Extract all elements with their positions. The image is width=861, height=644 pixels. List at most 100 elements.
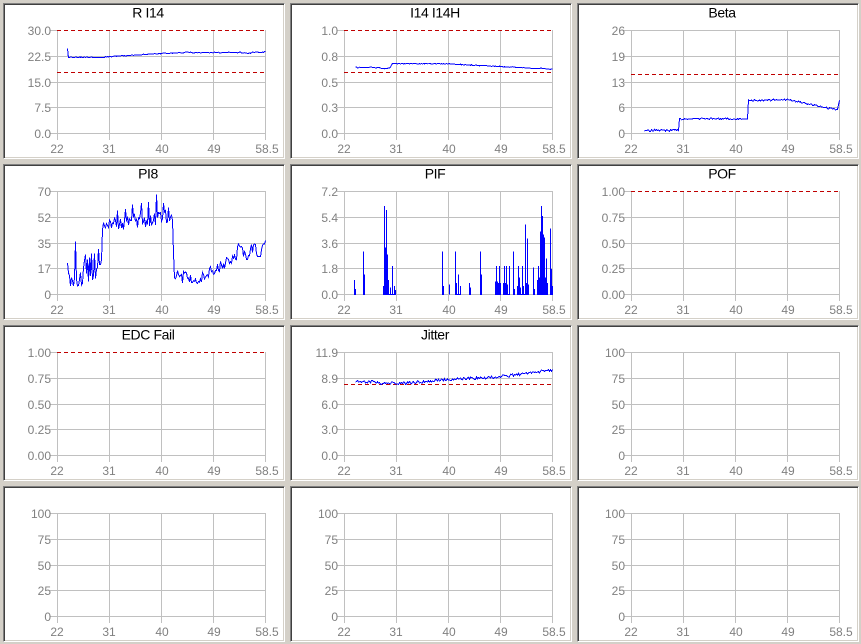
svg-text:50: 50 — [325, 559, 339, 573]
svg-text:49: 49 — [494, 303, 508, 317]
svg-text:31: 31 — [676, 142, 690, 156]
svg-text:0.00: 0.00 — [602, 288, 626, 302]
svg-text:0.75: 0.75 — [602, 211, 626, 225]
svg-text:58.5: 58.5 — [829, 303, 853, 317]
svg-text:58.5: 58.5 — [255, 303, 279, 317]
svg-text:8.9: 8.9 — [321, 372, 338, 386]
svg-text:22: 22 — [50, 142, 64, 156]
svg-text:49: 49 — [207, 464, 221, 478]
svg-text:49: 49 — [781, 303, 795, 317]
svg-text:0.25: 0.25 — [602, 262, 626, 276]
svg-text:22.5: 22.5 — [28, 50, 52, 64]
svg-text:0.8: 0.8 — [321, 50, 338, 64]
svg-text:40: 40 — [155, 303, 169, 317]
svg-text:40: 40 — [442, 303, 456, 317]
svg-text:0: 0 — [331, 610, 338, 624]
svg-text:58.5: 58.5 — [829, 464, 853, 478]
svg-text:58.5: 58.5 — [542, 625, 566, 639]
svg-text:40: 40 — [442, 142, 456, 156]
svg-text:22: 22 — [337, 625, 351, 639]
svg-text:75: 75 — [38, 533, 52, 547]
svg-text:7.5: 7.5 — [34, 101, 51, 115]
svg-text:1.8: 1.8 — [321, 262, 338, 276]
svg-text:25: 25 — [612, 423, 626, 437]
svg-text:75: 75 — [612, 533, 626, 547]
svg-text:0.25: 0.25 — [28, 423, 52, 437]
svg-text:0: 0 — [618, 449, 625, 463]
svg-text:40: 40 — [729, 625, 743, 639]
svg-text:11.9: 11.9 — [316, 346, 339, 360]
svg-text:19: 19 — [612, 50, 626, 64]
svg-text:26: 26 — [612, 24, 626, 38]
svg-text:25: 25 — [38, 584, 52, 598]
svg-text:49: 49 — [494, 625, 508, 639]
svg-text:49: 49 — [781, 464, 795, 478]
svg-text:40: 40 — [155, 625, 169, 639]
svg-text:0.50: 0.50 — [28, 398, 52, 412]
svg-text:52: 52 — [38, 211, 52, 225]
svg-text:31: 31 — [389, 142, 403, 156]
svg-text:50: 50 — [612, 398, 626, 412]
svg-text:22: 22 — [50, 464, 64, 478]
svg-text:75: 75 — [325, 533, 339, 547]
svg-text:22: 22 — [337, 142, 351, 156]
svg-text:40: 40 — [442, 625, 456, 639]
svg-text:7.2: 7.2 — [321, 185, 338, 199]
svg-text:0.0: 0.0 — [321, 449, 338, 463]
svg-text:13: 13 — [612, 76, 626, 90]
svg-text:31: 31 — [676, 464, 690, 478]
svg-text:31: 31 — [102, 464, 116, 478]
svg-text:1.00: 1.00 — [602, 185, 626, 199]
svg-text:22: 22 — [624, 625, 638, 639]
svg-text:58.5: 58.5 — [255, 142, 279, 156]
svg-text:75: 75 — [612, 372, 626, 386]
svg-text:22: 22 — [624, 142, 638, 156]
svg-text:50: 50 — [612, 559, 626, 573]
svg-text:0.3: 0.3 — [321, 101, 338, 115]
svg-text:70: 70 — [38, 185, 52, 199]
svg-text:100: 100 — [605, 346, 625, 360]
svg-text:6: 6 — [618, 101, 625, 115]
svg-text:100: 100 — [318, 507, 338, 521]
svg-text:I14 I14H: I14 I14H — [410, 5, 460, 21]
svg-text:0: 0 — [44, 288, 51, 302]
svg-text:POF: POF — [708, 166, 736, 182]
svg-text:40: 40 — [442, 464, 456, 478]
svg-text:22: 22 — [50, 303, 64, 317]
svg-text:17: 17 — [38, 262, 52, 276]
svg-text:PIF: PIF — [425, 166, 446, 182]
svg-text:40: 40 — [729, 303, 743, 317]
svg-text:31: 31 — [389, 303, 403, 317]
svg-text:100: 100 — [605, 507, 625, 521]
svg-text:22: 22 — [624, 303, 638, 317]
svg-text:49: 49 — [207, 303, 221, 317]
svg-text:3.6: 3.6 — [321, 237, 338, 251]
svg-text:49: 49 — [494, 142, 508, 156]
svg-text:31: 31 — [102, 142, 116, 156]
svg-text:31: 31 — [676, 625, 690, 639]
svg-text:40: 40 — [729, 464, 743, 478]
svg-text:0.75: 0.75 — [28, 372, 52, 386]
svg-text:58.5: 58.5 — [255, 625, 279, 639]
svg-text:31: 31 — [389, 464, 403, 478]
svg-text:58.5: 58.5 — [542, 142, 566, 156]
svg-text:31: 31 — [102, 303, 116, 317]
svg-text:0: 0 — [44, 610, 51, 624]
svg-text:0.5: 0.5 — [321, 76, 338, 90]
svg-text:3.0: 3.0 — [321, 423, 338, 437]
svg-text:40: 40 — [155, 142, 169, 156]
svg-text:40: 40 — [729, 142, 743, 156]
svg-text:22: 22 — [337, 303, 351, 317]
svg-text:15.0: 15.0 — [28, 76, 52, 90]
svg-text:0.0: 0.0 — [321, 288, 338, 302]
svg-text:1.00: 1.00 — [28, 346, 52, 360]
svg-text:49: 49 — [494, 464, 508, 478]
svg-text:49: 49 — [207, 142, 221, 156]
svg-text:0: 0 — [618, 610, 625, 624]
svg-text:49: 49 — [781, 625, 795, 639]
svg-text:R I14: R I14 — [132, 5, 164, 21]
svg-text:100: 100 — [31, 507, 51, 521]
svg-text:Jitter: Jitter — [421, 327, 450, 343]
svg-text:0.50: 0.50 — [602, 237, 626, 251]
svg-text:31: 31 — [389, 625, 403, 639]
